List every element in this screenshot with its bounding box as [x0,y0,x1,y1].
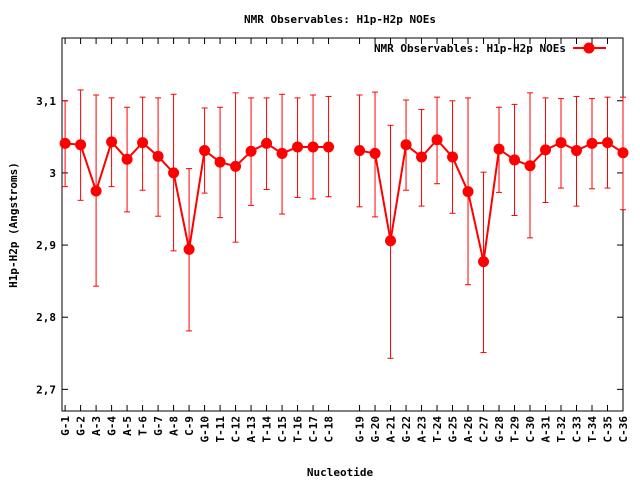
plot-border [61,37,624,412]
x-tick-label: C-33 [571,416,584,443]
x-tick-label: T-16 [292,416,305,443]
data-point [106,136,118,148]
data-point [571,145,583,157]
x-tick-label: A-23 [416,416,429,443]
x-tick-label: G-7 [152,416,165,436]
x-tick-label: A-21 [385,416,398,443]
data-point [478,256,490,268]
x-tick-label: C-30 [524,416,537,443]
x-tick-label: C-27 [478,416,491,443]
x-tick-label: G-28 [493,416,506,443]
data-point [509,154,521,166]
series-line [65,139,329,250]
series-lines [65,138,624,262]
x-tick-label: A-5 [121,416,134,436]
y-tick-label: 3 [49,167,56,180]
data-point [462,186,474,198]
data-point [261,137,273,149]
legend-marker [583,42,595,54]
x-tick-label: G-10 [199,416,212,443]
x-tick-label: A-26 [462,416,475,443]
series-line [359,138,624,262]
x-tick-label: T-24 [431,416,444,443]
data-markers [59,134,629,268]
x-tick-label: G-2 [75,416,88,436]
error-bars [62,89,626,359]
data-point [354,145,366,157]
data-point [307,141,319,153]
data-point [137,137,149,149]
x-tick-label: A-31 [540,416,553,443]
data-point [385,235,397,247]
x-tick-label: G-1 [59,416,72,436]
x-tick-label: T-29 [509,416,522,443]
x-tick-label: C-18 [323,416,336,443]
x-tick-label: T-6 [137,416,150,436]
data-point [276,147,288,159]
legend: NMR Observables: H1p-H2p NOEs [374,42,606,55]
x-tick-label: C-15 [276,416,289,443]
data-point [245,145,257,157]
data-point [369,147,381,159]
y-tick-label: 2,8 [36,311,56,324]
data-point [292,141,304,153]
data-point [59,137,71,149]
y-axis: 2,7 2,8 2,9 3 3,1 [36,95,623,396]
data-point [323,141,335,153]
y-tick-label: 2,9 [36,239,56,252]
x-tick-label: C-36 [617,416,630,443]
data-point [230,160,242,172]
data-point [152,150,164,162]
data-point [400,139,412,151]
x-axis-label: Nucleotide [307,466,374,479]
data-point [90,185,102,197]
plot-frame [61,37,624,412]
y-tick-label: 3,1 [36,95,56,108]
x-tick-label: T-32 [555,416,568,443]
data-point [183,243,195,255]
data-point [447,151,459,163]
data-point [431,134,443,146]
x-tick-label: T-14 [261,416,274,443]
data-point [524,160,536,172]
x-tick-label: T-11 [214,416,227,443]
x-tick-label: G-19 [354,416,367,443]
data-point [214,156,226,168]
x-tick-label: A-13 [245,416,258,443]
data-point [555,137,567,149]
data-point [199,145,211,157]
x-tick-label: G-25 [447,416,460,443]
data-point [121,153,133,165]
data-point [75,139,87,151]
data-point [602,137,614,149]
chart-title: NMR Observables: H1p-H2p NOEs [244,13,436,26]
x-tick-label: T-34 [586,416,599,443]
x-tick-label: C-12 [230,416,243,443]
data-point [416,151,428,163]
data-point [493,143,505,155]
x-tick-label: G-22 [400,416,413,443]
data-point [168,167,180,179]
legend-label: NMR Observables: H1p-H2p NOEs [374,42,566,55]
x-tick-label: G-20 [369,416,382,443]
x-tick-label: C-17 [307,416,320,443]
data-point [617,147,629,159]
y-tick-label: 2,7 [36,383,56,396]
data-point [586,137,598,149]
x-tick-label: C-9 [183,416,196,436]
x-axis: G-1 G-2 A-3 G-4 A-5 T-6 G-7 A-8 C-9 G-10 T-11 C-12 A… [59,38,630,443]
x-tick-label: G-4 [106,416,119,436]
y-axis-label: H1p-H2p (Angstroms) [7,162,20,288]
x-tick-label: C-35 [602,416,615,443]
data-point [540,144,552,156]
x-tick-label: A-3 [90,416,103,436]
x-tick-label: A-8 [168,416,181,436]
